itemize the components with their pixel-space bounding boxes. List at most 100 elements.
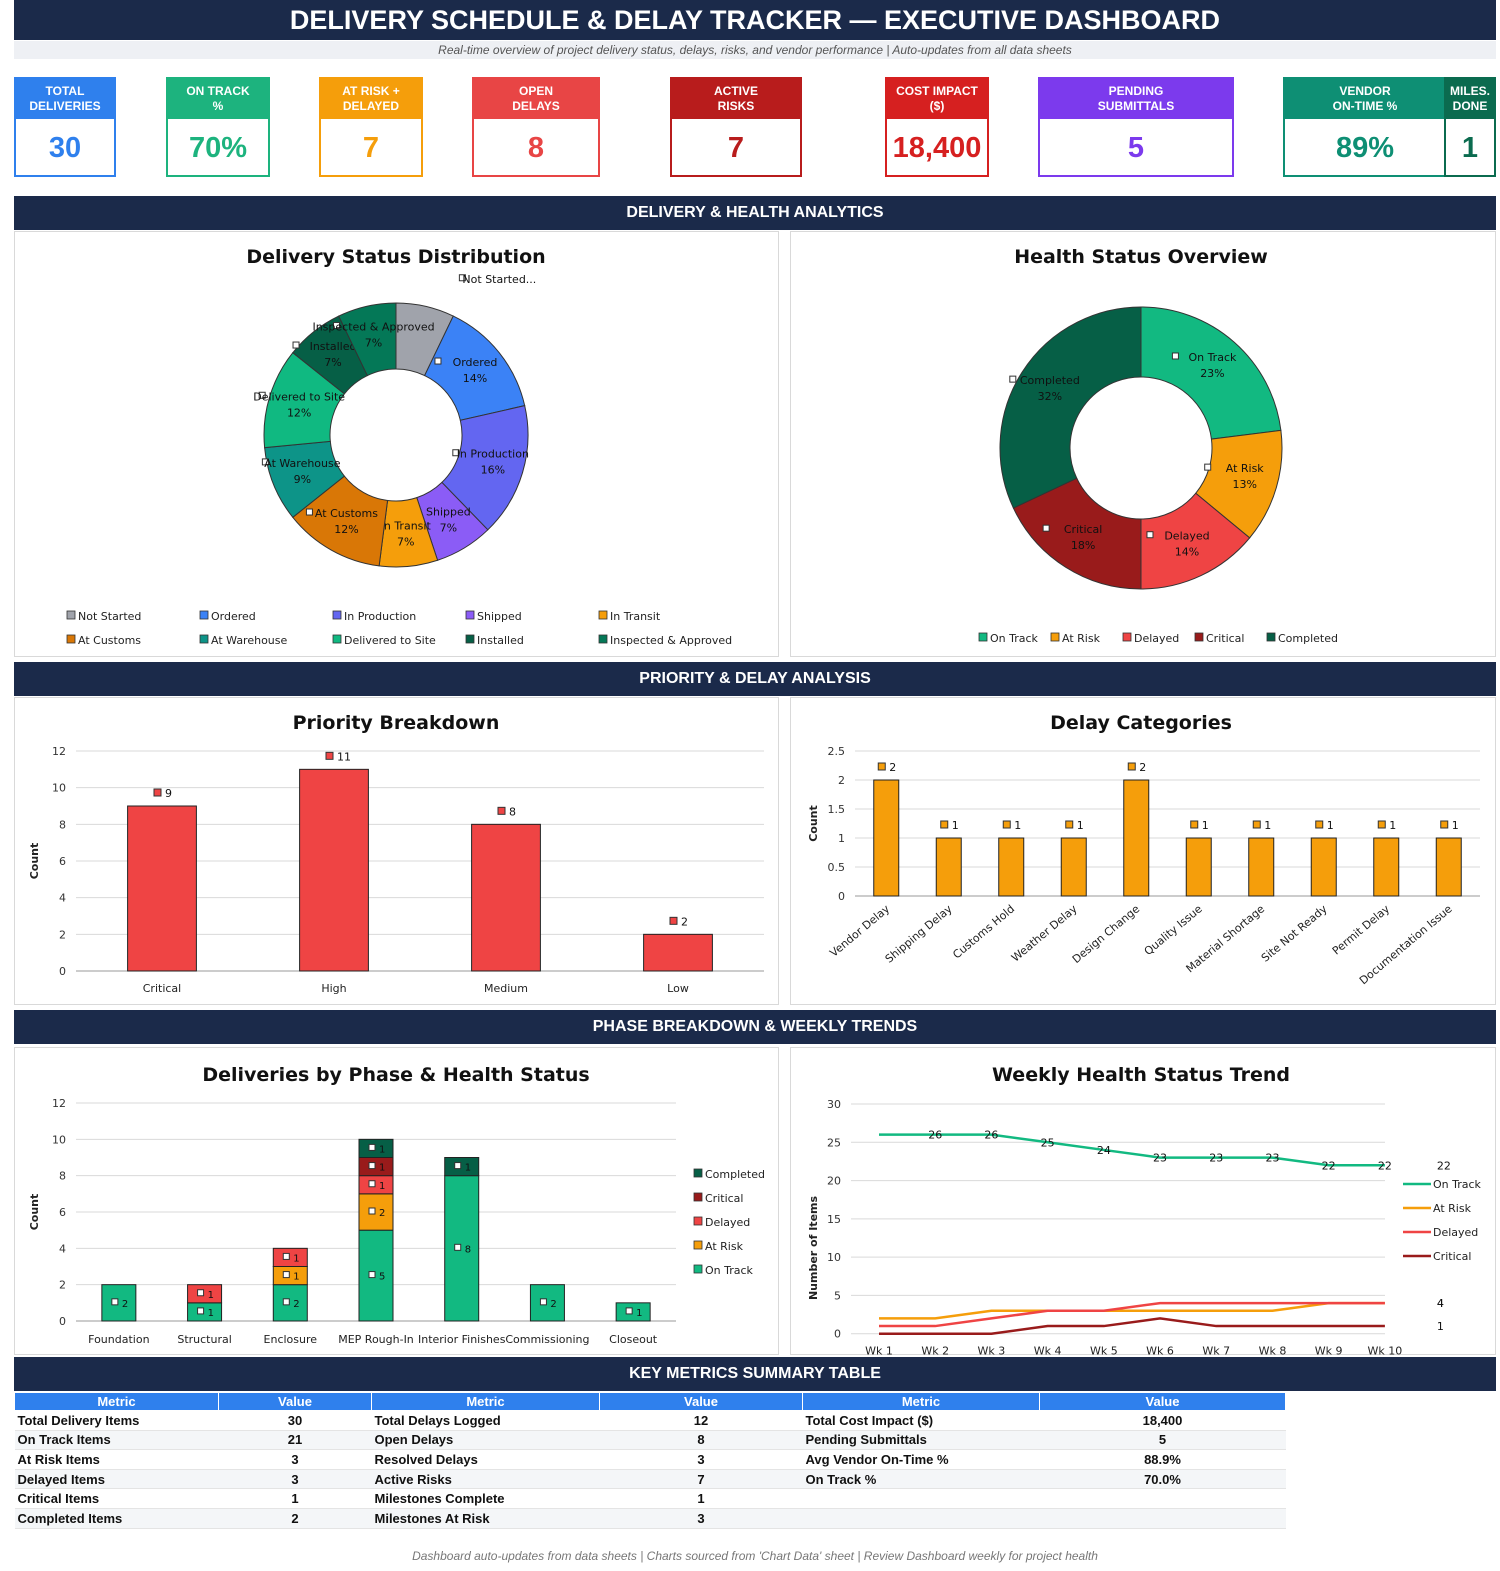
data-label-marker <box>368 1207 376 1215</box>
data-label-marker <box>497 806 506 815</box>
data-label: At Customs 12% <box>315 507 378 536</box>
metrics-header-row: Metric Value Metric Value Metric Value <box>14 1392 1286 1411</box>
data-label: 24 <box>1097 1144 1111 1157</box>
data-label: 2 <box>681 915 688 928</box>
legend-swatch <box>1194 632 1204 642</box>
kpi-value: 7 <box>727 132 745 164</box>
kpi-card-open-delays: OPEN DELAYS 8 <box>472 77 600 177</box>
legend-item: Inspected & Approved <box>610 634 732 647</box>
legend-item: Critical <box>705 1192 743 1205</box>
legend-item: On Track <box>705 1264 754 1277</box>
data-label-marker <box>539 1298 547 1306</box>
metric-label: Total Delivery Items <box>14 1410 219 1431</box>
data-label: Not Started... <box>462 273 536 286</box>
x-tick-label: Quality Issue <box>1142 902 1205 958</box>
data-label-marker <box>282 1271 290 1279</box>
chart-title: Priority Breakdown <box>293 712 500 734</box>
delivery-status-chart: Delivery Status Distribution Not Started.… <box>66 246 732 647</box>
y-tick-label: 0 <box>59 965 66 978</box>
legend-item: On Track <box>990 632 1039 645</box>
legend-item: On Track <box>1433 1178 1482 1191</box>
x-tick-label: Wk 9 <box>1315 1345 1343 1356</box>
y-tick-label: 12 <box>52 1097 66 1110</box>
legend-swatch <box>465 634 475 644</box>
legend-item: At Risk <box>705 1240 744 1253</box>
kpi-label: AT RISK + DELAYED <box>321 79 421 119</box>
data-label-marker <box>292 341 300 349</box>
slice-critical <box>1012 477 1142 590</box>
metrics-column-header: Value <box>1039 1392 1286 1411</box>
delay-categories-panel: Delay Categories 0 0.5 1 1.5 2 2.5 Count 2 Vendor… <box>790 697 1496 1005</box>
x-tick-label: Wk 10 <box>1368 1345 1403 1356</box>
kpi-card-at-risk-delayed: AT RISK + DELAYED 7 <box>319 77 423 177</box>
y-tick-label: 6 <box>59 1206 66 1219</box>
data-label: 25 <box>1041 1136 1055 1149</box>
data-label-marker <box>305 508 313 516</box>
y-tick-label: 10 <box>52 782 66 795</box>
metric-label: On Track Items <box>14 1430 219 1451</box>
y-tick-label: 5 <box>834 1289 841 1302</box>
y-tick-label: 0 <box>834 1328 841 1341</box>
data-label: 2 <box>379 1208 385 1219</box>
x-tick-label: Critical <box>143 982 181 995</box>
data-label: 22 <box>1322 1159 1336 1172</box>
data-label: Inspected & Approved 7% <box>312 321 434 350</box>
metric-label: Total Delays Logged <box>371 1410 600 1431</box>
data-label: 8 <box>509 805 516 818</box>
legend-item: Critical <box>1206 632 1244 645</box>
data-label: 2 <box>122 1299 128 1310</box>
data-label: 1 <box>293 1253 299 1264</box>
x-tick-label: Commissioning <box>505 1333 589 1346</box>
stack-segment-delayed <box>272 1247 308 1267</box>
metric-label: Active Risks <box>371 1469 600 1490</box>
weekly-trend-panel: Weekly Health Status Trend-5051015202530… <box>790 1047 1496 1356</box>
data-label: 1 <box>379 1163 385 1174</box>
table-row: Delayed Items 3 Active Risks 7 On Track % 70.… <box>14 1469 1286 1490</box>
data-label: In Transit 7% <box>381 520 432 549</box>
data-label-marker <box>282 1252 290 1260</box>
x-tick-label: Wk 5 <box>1090 1345 1118 1356</box>
metric-label: Completed Items <box>14 1508 219 1529</box>
data-label: 26 <box>928 1129 942 1142</box>
x-tick-label: MEP Rough-In <box>338 1333 414 1346</box>
legend-swatch <box>598 610 608 620</box>
data-label: Delivered to Site 12% <box>253 390 345 419</box>
legend-swatch <box>693 1240 703 1250</box>
legend-swatch <box>332 634 342 644</box>
stack-segment-on-track <box>444 1175 480 1322</box>
delay-categories-chart: Delay Categories 0 0.5 1 1.5 2 2.5 Count 2 Vendor… <box>807 712 1480 987</box>
data-label: 1 <box>1014 819 1021 832</box>
legend-swatch <box>66 610 76 620</box>
data-label-marker <box>458 274 466 282</box>
kpi-card-cost-impact: COST IMPACT ($) 18,400 <box>885 77 989 177</box>
bar-shipping-delay <box>935 837 962 897</box>
data-label: 11 <box>337 750 351 763</box>
series-line-on-track <box>879 1133 1385 1167</box>
metric-label <box>802 1508 1040 1529</box>
bar-low <box>643 933 713 972</box>
kpi-label: MILES. DONE <box>1446 79 1494 119</box>
y-tick-label: 2.5 <box>828 745 846 758</box>
section-phase-header: PHASE BREAKDOWN & WEEKLY TRENDS <box>14 1010 1496 1044</box>
y-tick-label: 1 <box>838 832 845 845</box>
series-line-at-risk <box>879 1301 1385 1320</box>
table-row: Critical Items 1 Milestones Complete 1 <box>14 1488 1286 1509</box>
metrics-column-header: Metric <box>14 1392 219 1411</box>
legend-swatch <box>66 634 76 644</box>
y-tick-label: 1.5 <box>828 803 846 816</box>
data-label: 9 <box>165 787 172 800</box>
metric-label: Resolved Delays <box>371 1449 600 1470</box>
x-tick-label: Medium <box>484 982 528 995</box>
x-tick-label: Shipping Delay <box>883 902 955 966</box>
section-analytics-header: DELIVERY & HEALTH ANALYTICS <box>14 196 1496 230</box>
x-tick-label: Low <box>667 982 689 995</box>
slice-completed <box>999 306 1142 509</box>
chart-title: Delivery Status Distribution <box>246 246 545 268</box>
x-tick-label: Foundation <box>88 1333 149 1346</box>
data-label: Ordered 14% <box>453 356 498 385</box>
x-tick-label: Wk 8 <box>1259 1345 1287 1356</box>
kpi-card-vendor-on-time: VENDOR ON-TIME % 89% <box>1283 77 1445 177</box>
data-label: 4 <box>1437 1297 1444 1310</box>
bar-critical <box>127 805 197 972</box>
metric-value: 1 <box>599 1488 803 1509</box>
